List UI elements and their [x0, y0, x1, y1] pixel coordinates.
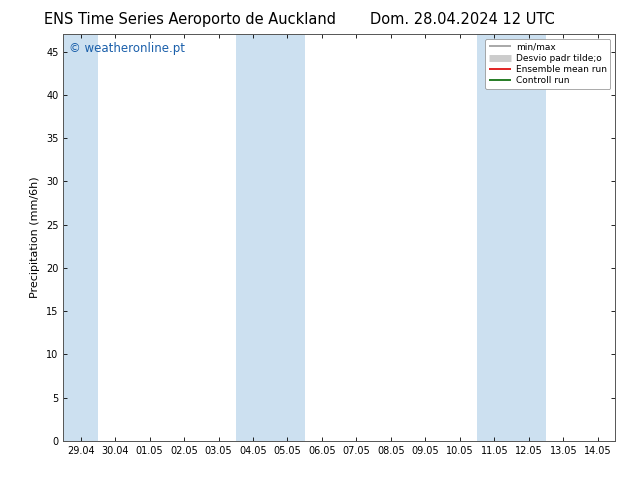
Y-axis label: Precipitation (mm/6h): Precipitation (mm/6h): [30, 177, 41, 298]
Text: © weatheronline.pt: © weatheronline.pt: [69, 43, 185, 55]
Text: ENS Time Series Aeroporto de Auckland: ENS Time Series Aeroporto de Auckland: [44, 12, 336, 27]
Bar: [477, 34, 546, 441]
Text: Dom. 28.04.2024 12 UTC: Dom. 28.04.2024 12 UTC: [370, 12, 555, 27]
Legend: min/max, Desvio padr tilde;o, Ensemble mean run, Controll run: min/max, Desvio padr tilde;o, Ensemble m…: [485, 39, 611, 89]
Bar: [236, 34, 305, 441]
Bar: [63, 34, 98, 441]
